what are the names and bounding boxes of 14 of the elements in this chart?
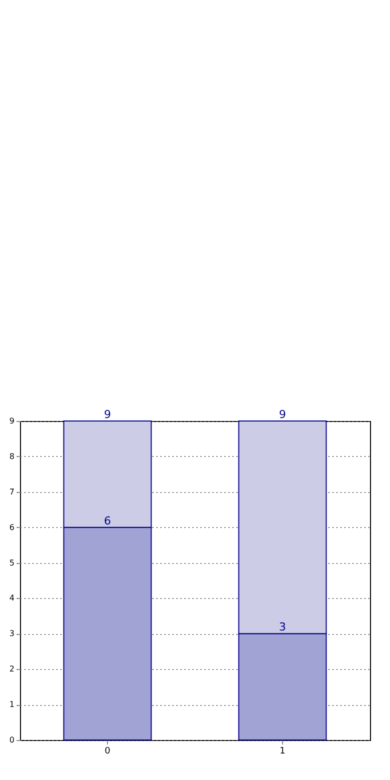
y-tick-label: 2 (9, 664, 14, 674)
y-tick-label: 4 (9, 594, 14, 603)
total-label: 9 (104, 408, 111, 421)
y-tick-label: 3 (9, 629, 14, 638)
y-tick-label: 6 (9, 522, 14, 532)
data-label: 6 (104, 514, 111, 528)
total-label: 9 (279, 408, 286, 421)
y-tick-label: 7 (9, 487, 14, 496)
y-tick-label: 9 (9, 416, 14, 426)
y-tick-label: 8 (9, 452, 14, 461)
y-tick-label: 0 (9, 736, 14, 744)
data-label: 3 (279, 620, 286, 634)
y-tick-label: 1 (9, 700, 14, 710)
y-tick-label: 5 (9, 558, 14, 568)
